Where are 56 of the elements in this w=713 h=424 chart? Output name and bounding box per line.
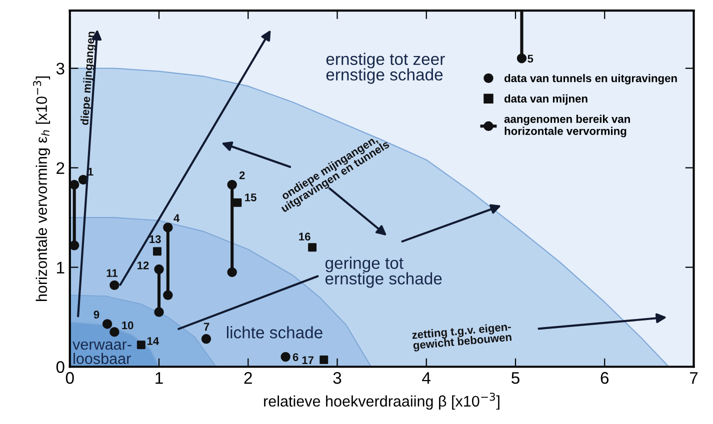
point [102, 319, 112, 329]
point [163, 222, 173, 232]
point [152, 247, 162, 256]
legend-label: aangenomen bereik van horizontale vervorming [504, 114, 630, 138]
y-axis-title: horizontale vervorming ε$_{h}$ [x10$^{−3}$] [33, 76, 50, 301]
annotation: geringe tot ernstige schade [325, 256, 442, 288]
legend-label: data van tunnels en uitgravingen [504, 74, 677, 84]
x-axis-title: relatieve hoekverdraaiing β [x10$^{−3}$] [264, 392, 500, 410]
point [516, 53, 527, 64]
point [233, 198, 242, 207]
x-tick-label: 4 [422, 372, 431, 384]
y-tick-label: 0 [56, 361, 64, 373]
point [70, 180, 80, 190]
annotation: 9 [94, 310, 100, 319]
point [320, 356, 328, 364]
x-tick-label: 3 [333, 372, 342, 384]
annotation: 13 [150, 235, 161, 244]
point [163, 290, 173, 300]
x-tick-label: 5 [512, 372, 520, 384]
annotation: 2 [239, 171, 245, 180]
annotation: 4 [174, 214, 180, 222]
annotation: 10 [122, 321, 134, 330]
annotation: 5 [528, 54, 534, 63]
point [201, 334, 212, 344]
annotation: 7 [204, 322, 210, 331]
y-tick-label: 1 [57, 262, 64, 274]
annotation: 17 [302, 356, 314, 364]
point [110, 280, 120, 290]
x-tick-label: 6 [600, 372, 609, 384]
point [110, 327, 120, 337]
point [227, 180, 237, 190]
annotation: ernstige tot zeer ernstige schade [326, 52, 445, 84]
annotation: 14 [147, 337, 160, 345]
point [136, 340, 146, 350]
legend-label: data van mijnen [504, 94, 588, 105]
annotation: lichte schade [226, 326, 322, 338]
point [227, 267, 237, 278]
point [70, 240, 80, 250]
point [154, 264, 164, 274]
annotation: diepe mijngangen [80, 31, 98, 126]
annotation: 15 [245, 194, 256, 202]
x-tick-label: 2 [244, 372, 252, 384]
annotation: 12 [137, 262, 149, 270]
annotation: 11 [106, 269, 118, 277]
point [154, 307, 164, 317]
annotation: zetting t.g.v. eigen- gewicht bebouwen [412, 322, 512, 352]
y-tick-label: 3 [56, 62, 64, 75]
x-tick-label: 1 [156, 372, 163, 384]
y-tick-label: 2 [56, 162, 64, 174]
x-tick-label: 7 [690, 372, 698, 384]
annotation: verwaar- loosbaar [72, 341, 132, 364]
annotation: 16 [299, 232, 310, 241]
point [280, 352, 290, 362]
annotation: 6 [292, 353, 298, 362]
point [308, 243, 317, 252]
x-tick-label: 0 [66, 372, 74, 384]
